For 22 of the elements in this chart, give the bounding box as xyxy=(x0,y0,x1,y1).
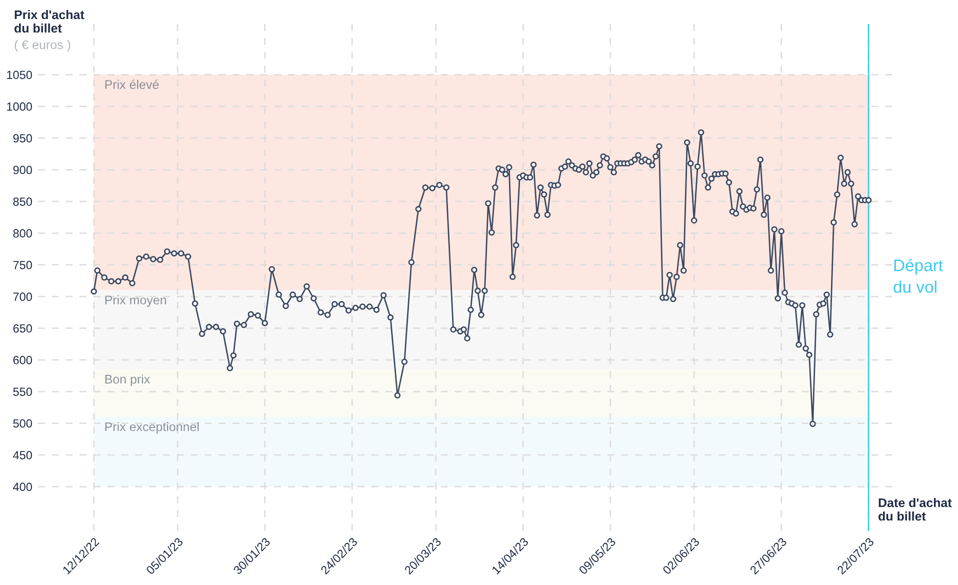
y-tick-label: 900 xyxy=(13,166,32,174)
band-label: Prix élevé xyxy=(105,80,159,89)
y-tick-label: 450 xyxy=(13,450,32,460)
annotation: ( € euros ) xyxy=(14,40,70,52)
y-tick-label: 550 xyxy=(13,388,32,396)
y-axis-title: Prix d'achat du billet xyxy=(14,10,84,33)
y-tick-label: 500 xyxy=(13,419,32,428)
y-tick-label: 600 xyxy=(13,356,32,364)
y-tick-label: 850 xyxy=(13,197,32,206)
y-tick-label: 650 xyxy=(13,324,32,333)
y-tick-label: 1000 xyxy=(7,102,32,111)
y-tick-label: 750 xyxy=(13,260,32,270)
x-axis-title: Date d'achat du billet xyxy=(878,498,952,521)
y-tick-label: 1050 xyxy=(7,70,32,80)
y-tick-label: 700 xyxy=(13,292,32,301)
ref-line-label: Départ du vol xyxy=(894,258,943,293)
y-tick-label: 950 xyxy=(13,134,32,142)
band-label: Bon prix xyxy=(105,374,150,386)
band-label: Prix moyen xyxy=(105,295,166,307)
y-tick-label: 800 xyxy=(13,229,32,238)
band-label: Prix exceptionnel xyxy=(105,422,199,434)
y-tick-label: 400 xyxy=(13,482,32,492)
